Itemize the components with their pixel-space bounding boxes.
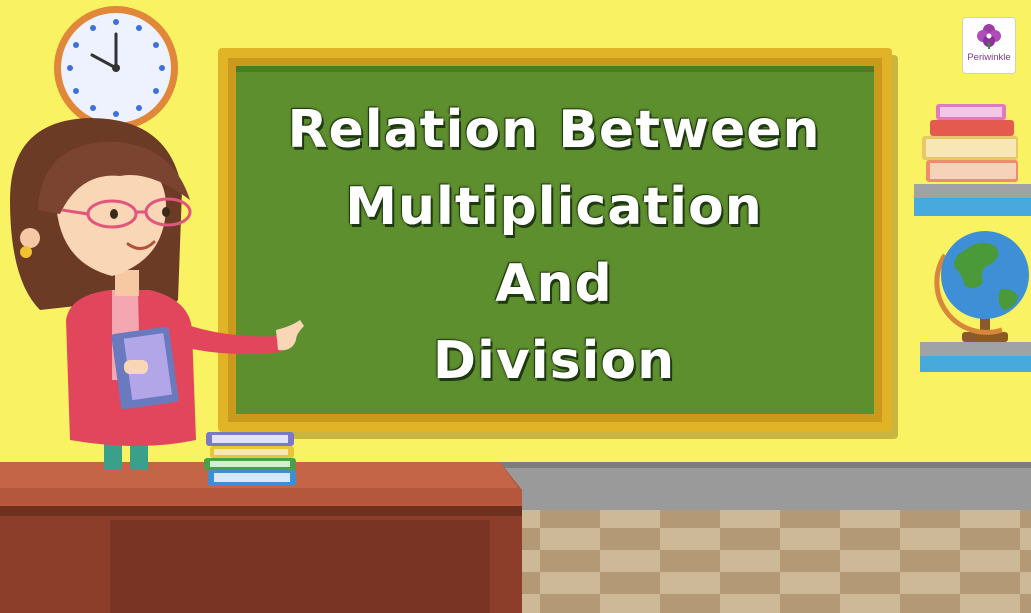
board-title-line: And xyxy=(495,254,613,314)
book-stack xyxy=(204,432,296,486)
board-title-line: Multiplication xyxy=(345,177,763,237)
board-title: Relation Between Multiplication And Divi… xyxy=(236,96,872,396)
book-shelf-top xyxy=(914,104,1031,216)
board-title-line: Relation Between xyxy=(287,100,821,160)
logo-text: Periwinkle xyxy=(967,52,1011,63)
board-title-line: Division xyxy=(432,331,676,391)
teacher-illustration xyxy=(10,118,304,470)
flower-icon xyxy=(977,24,1001,49)
globe-shelf xyxy=(920,231,1031,372)
desk xyxy=(0,462,522,613)
periwinkle-logo: Periwinkle xyxy=(962,17,1016,74)
chalkboard xyxy=(218,48,898,439)
